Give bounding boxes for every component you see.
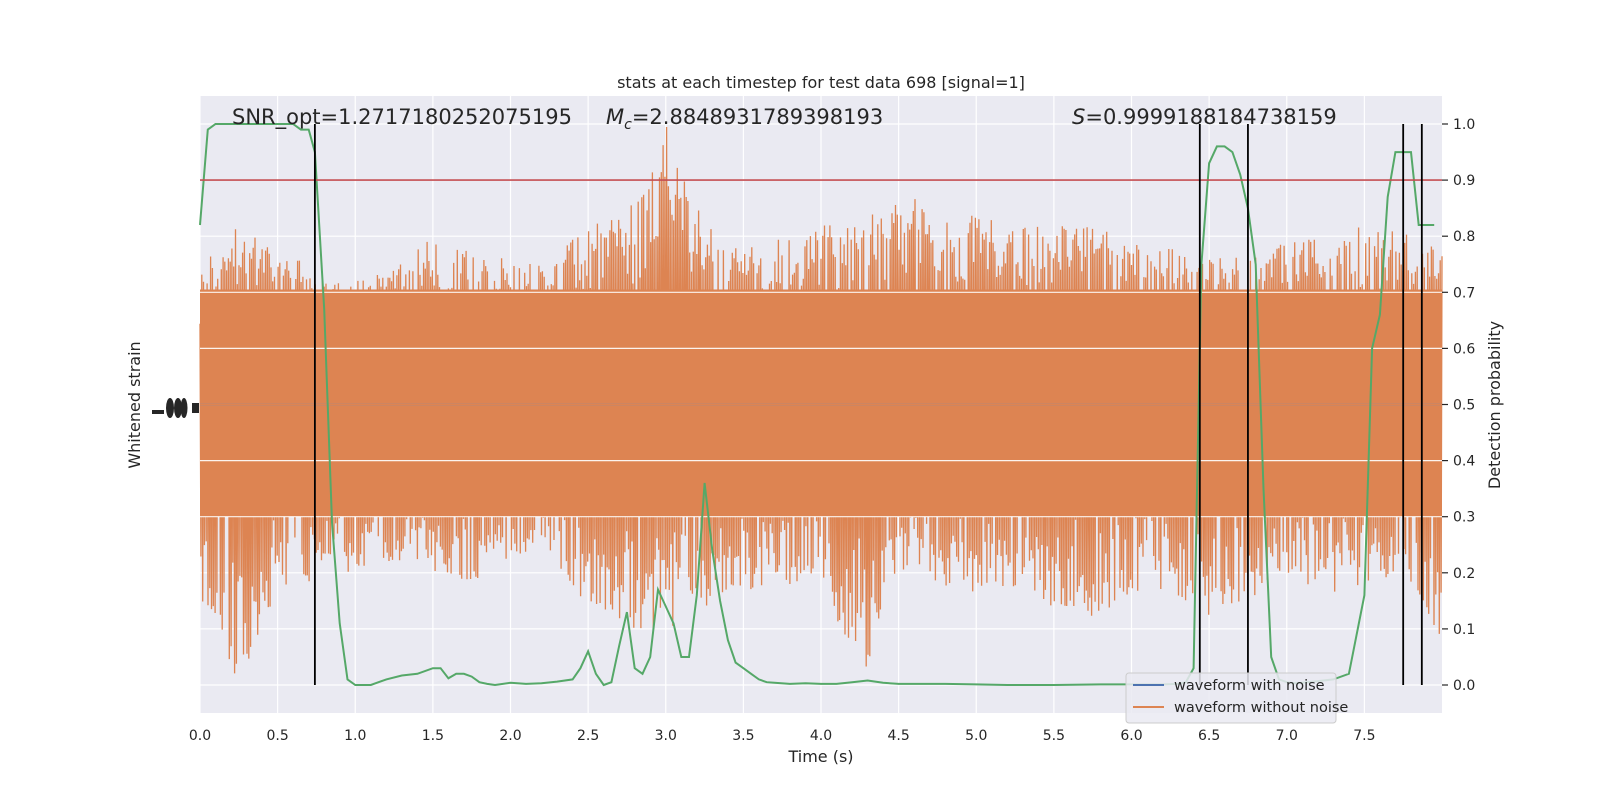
y-tick-label: 0.5: [1453, 398, 1475, 414]
y-tick-label: 0.3: [1453, 510, 1475, 526]
right-y-axis-label: Detection probability: [1485, 321, 1504, 489]
chart-title: stats at each timestep for test data 698…: [617, 73, 1025, 92]
x-axis-ticks: 0.0 0.5 1.0 1.5 2.0 2.5 3.0 3.5 4.0 4.5 5.0 5.5 6.0 6…: [189, 728, 1376, 744]
legend-box: [1125, 672, 1337, 724]
x-tick-label: 3.5: [732, 728, 754, 744]
y-tick-label: 1.0: [1453, 117, 1475, 133]
x-tick-label: 6.0: [1120, 728, 1142, 744]
x-tick-label: 1.5: [422, 728, 444, 744]
x-axis-label: Time (s): [787, 747, 853, 766]
x-tick-label: 5.0: [965, 728, 987, 744]
s-symbol: S: [1072, 105, 1085, 129]
x-tick-label: 4.0: [810, 728, 832, 744]
chirp-mass-symbol: M: [606, 105, 624, 129]
chirp-mass-subscript: c: [624, 117, 632, 133]
x-tick-label: 2.0: [499, 728, 521, 744]
vertical-marker-lines: [313, 124, 1423, 685]
x-tick-label: 1.0: [344, 728, 366, 744]
right-y-axis-ticks: 0.0 0.1 0.2 0.3 0.4 0.5 0.6 0.7 0.8 0.9 1.0: [1442, 117, 1475, 694]
x-tick-label: 6.5: [1198, 728, 1220, 744]
chirp-mass-value: =2.8848931789398193: [632, 105, 883, 129]
x-tick-label: 7.5: [1353, 728, 1375, 744]
x-tick-label: 0.0: [189, 728, 211, 744]
s-annotation: S=0.9999188184738159: [1072, 105, 1337, 129]
snr-annotation: SNR_opt=1.2717180252075195: [232, 105, 572, 130]
left-y-axis-label: Whitened strain: [125, 341, 144, 468]
s-value: =0.9999188184738159: [1085, 105, 1336, 129]
y-tick-label: 0.9: [1453, 173, 1475, 189]
y-tick-label: 0.1: [1453, 622, 1475, 638]
detection-probability-line: [199, 123, 1435, 687]
y-tick-label: 0.7: [1453, 285, 1475, 301]
noise-strain-trace: [199, 126, 1443, 674]
series-lines: [199, 123, 1442, 687]
x-tick-label: 2.5: [577, 728, 599, 744]
legend: waveform with noise waveform without noi…: [1125, 672, 1348, 724]
x-tick-label: 5.5: [1043, 728, 1065, 744]
y-tick-label: 0.4: [1453, 454, 1475, 470]
y-tick-label: 0.8: [1453, 229, 1475, 245]
y-tick-label: 0.2: [1453, 566, 1475, 582]
x-tick-label: 7.0: [1276, 728, 1298, 744]
legend-label-without-noise: waveform without noise: [1174, 700, 1348, 716]
x-tick-label: 4.5: [887, 728, 909, 744]
noise-dense-band: [200, 289, 1442, 517]
y-tick-label: 0.6: [1453, 341, 1475, 357]
x-tick-label: 0.5: [266, 728, 288, 744]
chirp-mass-annotation: Mc=2.8848931789398193: [606, 105, 883, 133]
left-axis-collapsed-ticks: [152, 398, 199, 418]
x-tick-label: 3.0: [655, 728, 677, 744]
y-tick-label: 0.0: [1453, 678, 1475, 694]
legend-label-with-noise: waveform with noise: [1174, 678, 1325, 694]
